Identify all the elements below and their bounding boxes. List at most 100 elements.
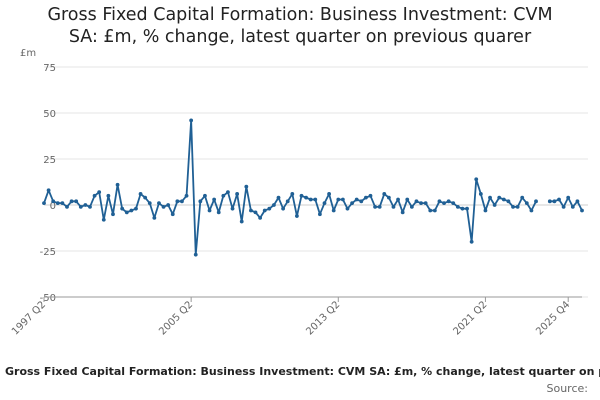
data-point	[446, 199, 451, 204]
chart-title: Gross Fixed Capital Formation: Business …	[0, 4, 600, 48]
data-point	[285, 199, 290, 204]
data-point	[377, 204, 382, 209]
data-point	[336, 197, 341, 202]
x-tick-label: 2025 Q4	[534, 299, 572, 337]
data-point	[327, 192, 331, 196]
data-point	[129, 208, 134, 213]
data-point	[511, 204, 515, 209]
data-point	[547, 199, 552, 204]
data-point	[506, 199, 511, 204]
data-point	[469, 239, 474, 244]
data-point	[124, 210, 129, 215]
data-point	[409, 204, 414, 209]
data-point	[216, 210, 221, 215]
chart-title-line-2: SA: £m, % change, latest quarter on prev…	[68, 27, 532, 47]
data-point	[193, 252, 198, 257]
data-point	[180, 199, 184, 204]
data-point	[272, 203, 276, 207]
data-point	[42, 201, 46, 206]
data-point	[267, 206, 272, 211]
data-point	[249, 208, 253, 213]
data-point	[46, 188, 51, 193]
data-point	[373, 204, 377, 209]
data-point	[157, 201, 161, 206]
y-tick-label: 75	[43, 63, 56, 74]
data-point	[290, 192, 295, 196]
data-point	[350, 201, 354, 206]
data-point	[120, 206, 125, 211]
data-point	[55, 201, 60, 206]
source-label: Source:	[546, 382, 589, 395]
x-tick-label: 2013 Q2	[304, 299, 342, 337]
data-point	[143, 195, 148, 200]
data-point	[304, 195, 309, 200]
data-point	[111, 212, 115, 217]
data-point	[386, 195, 391, 200]
legend-series-label: Gross Fixed Capital Formation: Business …	[5, 365, 600, 378]
chart-title-line-1: Gross Fixed Capital Formation: Business …	[47, 5, 553, 25]
data-point	[423, 201, 428, 206]
data-point	[106, 193, 111, 198]
data-point	[221, 193, 226, 198]
data-point	[414, 199, 419, 204]
data-point	[92, 193, 97, 198]
data-point	[83, 203, 88, 207]
data-point	[363, 195, 368, 200]
data-point	[51, 199, 56, 204]
data-point	[580, 208, 584, 213]
data-point	[515, 204, 520, 209]
series-line	[43, 119, 537, 256]
data-point	[170, 212, 175, 217]
data-point	[88, 204, 92, 209]
data-point	[340, 197, 345, 202]
data-point	[391, 204, 396, 209]
data-point	[101, 217, 106, 222]
data-point	[534, 199, 538, 204]
data-point	[331, 208, 336, 213]
data-point	[552, 199, 557, 204]
data-point	[442, 201, 446, 206]
data-point	[69, 199, 74, 204]
y-axis-unit-label: £m	[20, 48, 37, 59]
data-point	[308, 197, 313, 202]
data-point	[78, 204, 83, 209]
data-point	[478, 192, 483, 196]
data-point	[207, 208, 212, 213]
x-tick-label: 2021 Q2	[451, 299, 489, 337]
data-point	[166, 203, 171, 207]
data-point	[262, 208, 267, 213]
data-point	[317, 212, 322, 217]
data-point	[313, 197, 318, 202]
data-point	[483, 208, 488, 213]
data-point	[253, 210, 258, 215]
data-point	[465, 206, 469, 211]
data-point	[235, 192, 240, 196]
data-point	[244, 184, 249, 189]
data-point	[226, 190, 230, 195]
data-point	[561, 204, 566, 209]
y-tick-label: 0	[50, 201, 56, 212]
data-point	[428, 208, 433, 213]
data-point	[115, 182, 120, 187]
data-point	[529, 208, 534, 213]
data-point	[281, 206, 286, 211]
data-point	[212, 197, 217, 202]
data-point	[203, 193, 207, 198]
data-point	[184, 193, 189, 198]
x-tick-label: 2005 Q2	[157, 299, 195, 337]
data-point	[474, 177, 479, 182]
data-point	[276, 195, 281, 200]
y-tick-label: -50	[40, 293, 56, 304]
data-point	[230, 206, 235, 211]
data-point	[152, 215, 157, 220]
data-point	[322, 201, 327, 206]
data-point	[419, 201, 423, 206]
data-point	[437, 199, 442, 204]
data-point	[258, 215, 263, 220]
data-point	[488, 195, 492, 200]
data-point	[557, 197, 561, 202]
data-point	[295, 214, 299, 218]
data-point	[74, 199, 79, 204]
data-point	[497, 195, 502, 200]
